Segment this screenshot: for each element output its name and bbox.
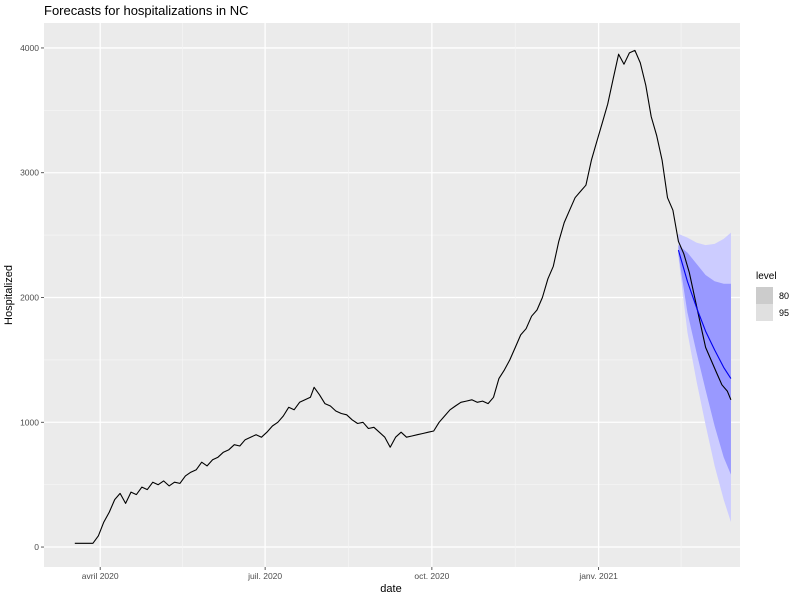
axes: 0 1000 2000 3000 4000 avril 2020 juil. 2020 oct… [20,43,618,581]
series-lines [74,49,732,544]
y-tick-label: 0 [34,542,39,552]
legend-label-95: 95 [779,308,789,318]
legend-title: level [756,271,777,282]
x-tick-label: janv. 2021 [578,571,618,581]
y-tick-label: 3000 [20,168,39,178]
x-tick-label: oct. 2020 [414,571,449,581]
x-tick-label: avril 2020 [82,571,119,581]
legend-label-80: 80 [779,291,789,301]
forecast-bands [678,232,731,523]
observed-line [74,49,732,544]
y-axis-title: Hospitalized [3,265,15,325]
y-tick-label: 4000 [20,43,39,53]
band-80 [678,245,731,475]
y-tick-label: 2000 [20,292,39,302]
legend-key-95 [756,304,773,321]
forecast-mean-line [677,249,732,379]
legend: level 80 95 [756,271,789,321]
x-axis-title: date [380,583,401,595]
chart-title: Forecasts for hospitalizations in NC [44,3,248,18]
x-tick-label: juil. 2020 [247,571,282,581]
legend-key-80 [756,287,773,304]
gridlines [44,23,740,567]
y-tick-label: 1000 [20,417,39,427]
plot-panel [44,23,740,567]
